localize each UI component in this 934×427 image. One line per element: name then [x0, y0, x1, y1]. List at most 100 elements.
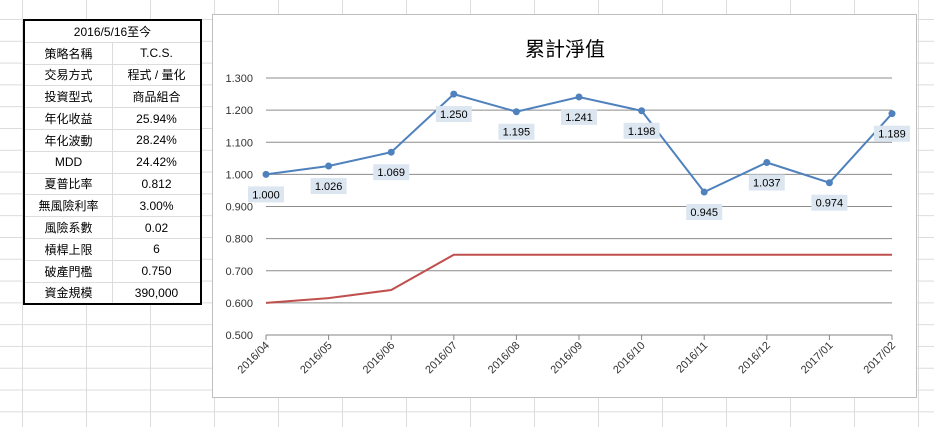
info-value: 程式 / 量化 — [112, 63, 201, 86]
data-label: 1.000 — [252, 189, 280, 201]
x-tick-label: 2016/05 — [298, 340, 335, 377]
info-table-row: 資金規模 390,000 — [24, 281, 201, 305]
nav-data-point — [888, 110, 896, 118]
info-value: 25.94% — [112, 107, 201, 130]
y-tick-label: 0.500 — [225, 330, 253, 342]
info-key: 策略名稱 — [24, 41, 113, 65]
info-key: 風險系數 — [24, 216, 113, 239]
data-label: 1.037 — [753, 177, 781, 189]
data-label: 0.945 — [690, 207, 718, 219]
data-label-bg — [561, 108, 597, 125]
data-label: 1.250 — [440, 109, 468, 121]
y-tick-label: 0.600 — [225, 298, 253, 310]
x-tick-label: 2016/10 — [611, 340, 648, 377]
data-label: 1.198 — [628, 126, 656, 138]
y-tick-label: 0.800 — [225, 234, 253, 246]
info-value: 28.24% — [112, 128, 201, 152]
info-table-row: 年化波動 28.24% — [24, 128, 201, 152]
info-table-header: 2016/5/16至今 — [73, 24, 152, 39]
info-table-row: 交易方式 程式 / 量化 — [24, 63, 201, 86]
nav-data-point — [262, 170, 270, 178]
info-key: MDD — [24, 150, 113, 174]
info-value: 6 — [112, 237, 201, 261]
strategy-info-table: 2016/5/16至今 策略名稱 T.C.S. 交易方式 程式 / 量化 投資型式 商品組… — [23, 19, 202, 306]
info-key: 交易方式 — [24, 63, 113, 86]
x-tick-label: 2017/02 — [862, 340, 899, 377]
nav-series-line — [265, 92, 893, 194]
x-tick-label: 2016/07 — [423, 340, 460, 377]
info-key: 資金規模 — [24, 281, 113, 305]
data-label-bg — [310, 178, 347, 195]
nav-data-point — [450, 90, 458, 98]
data-label-bg — [874, 125, 910, 142]
x-tick-label: 2016/09 — [549, 340, 586, 377]
info-key: 破產門檻 — [24, 259, 113, 283]
data-label-bg — [498, 123, 535, 140]
y-tick-label: 1.300 — [225, 73, 253, 85]
info-table-row: MDD 24.42% — [24, 150, 201, 174]
info-table-header-row: 2016/5/16至今 — [24, 20, 201, 42]
y-tick-label: 1.000 — [225, 169, 253, 181]
data-label: 1.189 — [878, 129, 906, 141]
nav-data-point — [575, 93, 583, 101]
data-label-bg — [748, 174, 785, 191]
x-tick-label: 2016/06 — [361, 340, 398, 377]
nav-data-point — [763, 158, 771, 166]
data-label: 0.974 — [816, 198, 844, 210]
info-key: 夏普比率 — [24, 172, 113, 195]
x-tick-label: 2016/08 — [486, 340, 523, 377]
x-tick-label: 2016/11 — [674, 340, 710, 376]
chart-title: 累計淨值 — [525, 37, 605, 61]
data-label-bg — [686, 204, 723, 221]
chart-frame[interactable]: 累計淨值 0.500 0.600 0.700 0.800 0.900 1.000 1.100… — [212, 14, 917, 398]
info-value: T.C.S. — [112, 41, 201, 65]
threshold-series-line — [265, 253, 892, 304]
info-value: 390,000 — [112, 281, 201, 305]
info-key: 年化收益 — [24, 107, 113, 130]
info-key: 槓桿上限 — [24, 237, 113, 261]
info-table-row: 投資型式 商品組合 — [24, 85, 201, 108]
info-key: 無風險利率 — [24, 194, 113, 217]
info-table-row: 槓桿上限 6 — [24, 237, 201, 261]
info-key: 投資型式 — [24, 85, 113, 108]
nav-data-point — [700, 188, 708, 196]
nav-data-point — [638, 107, 646, 115]
gridlines — [266, 77, 892, 336]
data-label: 1.069 — [377, 167, 405, 179]
x-tick-label: 2016/04 — [236, 340, 273, 377]
data-labels: 1.000 1.026 1.069 1.250 1.195 1.241 1.198 0.945… — [248, 106, 910, 221]
nav-data-point — [325, 162, 333, 170]
data-label-bg — [435, 106, 472, 123]
info-value: 0.750 — [112, 259, 201, 283]
data-label-bg — [623, 122, 660, 139]
x-tick-label: 2017/01 — [799, 340, 836, 377]
nav-data-point — [387, 148, 395, 156]
cumulative-nav-chart: 累計淨值 0.5000.6000.7000.8000.9001.0001.100… — [225, 37, 910, 377]
data-label-bg — [248, 186, 284, 203]
series — [262, 90, 896, 304]
data-label: 1.241 — [565, 112, 593, 124]
data-label: 1.195 — [503, 127, 531, 139]
info-table-row: 無風險利率 3.00% — [24, 194, 201, 217]
info-table-row: 策略名稱 T.C.S. — [24, 41, 201, 65]
info-table-row: 風險系數 0.02 — [24, 216, 201, 239]
y-tick-label: 0.900 — [225, 202, 253, 214]
y-tick-label: 1.100 — [225, 137, 253, 149]
nav-data-point — [512, 108, 520, 116]
x-tick-label: 2016/12 — [736, 340, 773, 377]
info-value: 商品組合 — [112, 85, 201, 108]
nav-data-point — [825, 179, 833, 187]
data-label-bg — [811, 194, 848, 211]
info-value: 3.00% — [112, 194, 201, 217]
info-key: 年化波動 — [24, 128, 113, 152]
y-tick-label: 0.700 — [225, 266, 253, 278]
info-table-row: 年化收益 25.94% — [24, 107, 201, 130]
info-value: 0.02 — [112, 216, 201, 239]
data-label-bg — [373, 164, 410, 181]
info-value: 0.812 — [112, 172, 201, 195]
data-label: 1.026 — [315, 181, 343, 193]
info-table-row: 破產門檻 0.750 — [24, 259, 201, 283]
y-tick-label: 1.200 — [225, 105, 253, 117]
info-value: 24.42% — [112, 150, 201, 174]
info-table-row: 夏普比率 0.812 — [24, 172, 201, 195]
